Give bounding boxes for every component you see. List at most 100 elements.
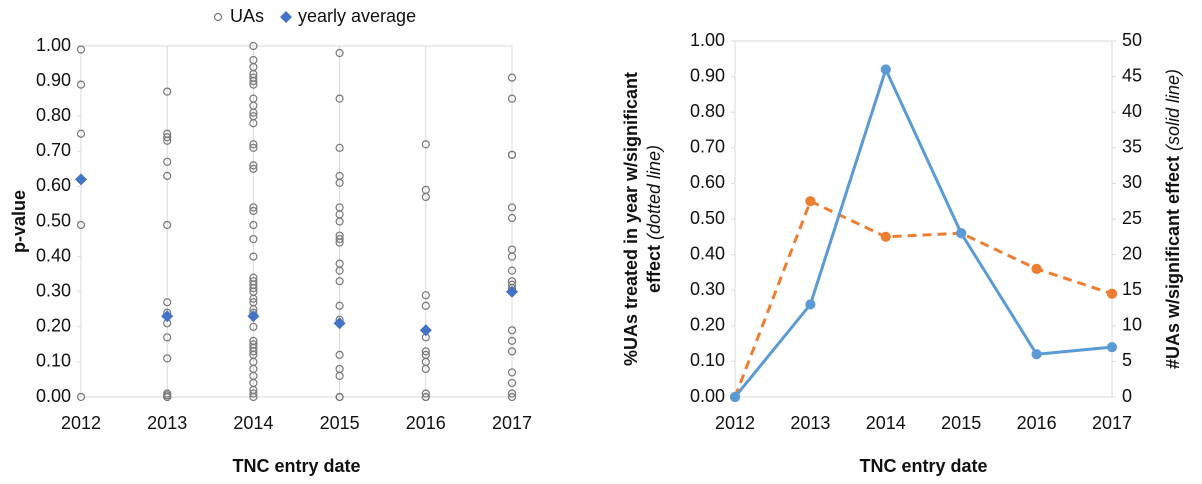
y-tick-label: 0.50	[690, 208, 725, 228]
y-tick-label: 0.40	[690, 243, 725, 263]
x-tick-label: 2014	[233, 413, 273, 433]
y-tick-label: 1.00	[36, 35, 71, 55]
marker	[335, 234, 344, 244]
y2-axis-label: #UAs w/significant effect (solid line)	[1163, 69, 1183, 369]
marker	[249, 140, 258, 149]
marker	[880, 231, 891, 242]
marker	[335, 48, 344, 58]
marker	[729, 391, 741, 403]
y-tick-label: 0.00	[36, 386, 71, 406]
marker	[76, 45, 86, 54]
marker	[249, 252, 258, 261]
y-tick-label: 0.90	[690, 65, 725, 85]
marker	[249, 119, 258, 128]
plot-frame	[80, 45, 513, 398]
x-tick-label: 2013	[790, 413, 830, 433]
marker	[421, 364, 430, 374]
y-tick-label: 0.70	[36, 140, 71, 160]
x-tick-label: 2012	[715, 413, 755, 433]
y-axis-label: %UAs treated in year w/significant	[621, 72, 641, 366]
y-axis-label: effect (dotted line)	[644, 145, 664, 293]
y-axis-label: p-value	[9, 190, 29, 253]
x-tick-label: 2015	[320, 413, 360, 433]
marker	[249, 322, 258, 331]
x-tick-label: 2012	[61, 413, 101, 433]
y-tick-label: 0.60	[690, 172, 725, 192]
marker	[335, 266, 344, 275]
y2-tick-label: 30	[1122, 172, 1142, 192]
line	[733, 199, 1113, 398]
marker	[421, 301, 430, 310]
marker	[249, 143, 258, 152]
marker	[335, 301, 344, 310]
y-tick-label: 1.00	[690, 30, 725, 50]
marker	[76, 220, 86, 230]
x-tick-label: 2016	[1017, 413, 1057, 433]
marker	[76, 392, 86, 402]
marker	[1031, 263, 1042, 274]
marker	[76, 80, 86, 89]
marker	[249, 203, 258, 212]
y-tick-label: 0.50	[36, 210, 71, 230]
x-tick-label: 2014	[866, 413, 906, 433]
y-tick-label: 0.10	[690, 350, 725, 370]
y2-tick-label: 10	[1122, 315, 1142, 335]
y2-axis-label-text: #UAs w/significant effect	[1163, 156, 1183, 369]
marker	[335, 277, 344, 286]
marker	[335, 217, 344, 226]
marker	[421, 291, 430, 300]
x-tick-label: 2017	[492, 413, 532, 433]
marker	[507, 94, 517, 103]
line	[733, 65, 1113, 398]
x-tick-label: 2017	[1092, 413, 1132, 433]
marker	[335, 238, 344, 247]
legend-marker	[213, 12, 223, 22]
marker	[249, 108, 258, 117]
y-tick-label: 0.90	[36, 70, 71, 90]
marker	[335, 371, 344, 381]
y-tick-label: 0.20	[690, 315, 725, 335]
marker	[249, 76, 258, 86]
legend-marker	[280, 11, 293, 23]
marker	[421, 192, 430, 202]
marker	[249, 392, 258, 402]
y2-tick-label: 20	[1122, 243, 1142, 263]
y2-tick-label: 45	[1122, 65, 1142, 85]
marker	[163, 333, 172, 342]
marker	[163, 220, 172, 230]
marker	[249, 80, 258, 89]
x-tick-label: 2016	[406, 413, 446, 433]
marker	[507, 73, 517, 82]
y2-tick-label: 0	[1122, 386, 1132, 406]
marker	[805, 196, 816, 207]
marker	[507, 336, 517, 345]
marker	[805, 299, 816, 310]
marker	[507, 378, 517, 388]
y-tick-label: 0.00	[690, 386, 725, 406]
marker	[507, 203, 517, 212]
marker	[161, 310, 174, 323]
marker	[163, 392, 172, 402]
y-axis-label-line: effect	[644, 245, 664, 293]
marker	[507, 347, 517, 356]
y2-tick-label: 15	[1122, 279, 1142, 299]
marker	[1106, 342, 1118, 353]
legend-label: yearly average	[298, 6, 416, 26]
marker	[880, 64, 891, 75]
y-axis-label-line: %UAs treated in year w/significant	[621, 72, 641, 366]
marker	[249, 234, 258, 244]
marker	[507, 392, 517, 402]
marker	[335, 392, 344, 402]
marker	[421, 392, 430, 402]
marker	[249, 389, 258, 398]
y-tick-label: 0.80	[690, 101, 725, 121]
y-tick-label: 0.10	[36, 351, 71, 371]
marker	[163, 133, 172, 142]
y-axis-label-note: (dotted line)	[644, 145, 664, 240]
marker	[249, 206, 258, 216]
marker	[507, 326, 517, 335]
marker	[249, 294, 258, 303]
marker	[421, 347, 430, 356]
marker	[249, 161, 258, 170]
